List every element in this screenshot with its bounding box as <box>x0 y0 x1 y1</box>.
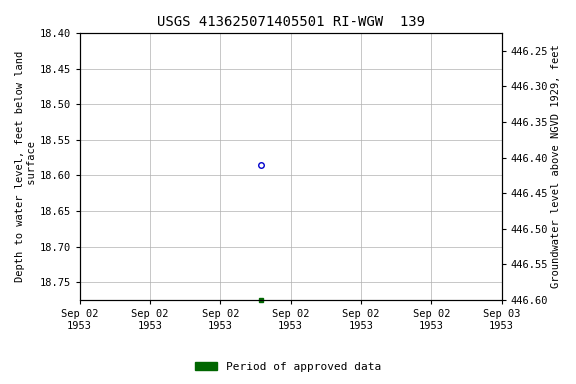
Title: USGS 413625071405501 RI-WGW  139: USGS 413625071405501 RI-WGW 139 <box>157 15 425 29</box>
Legend: Period of approved data: Period of approved data <box>191 358 385 377</box>
Y-axis label: Depth to water level, feet below land
 surface: Depth to water level, feet below land su… <box>15 51 37 282</box>
Y-axis label: Groundwater level above NGVD 1929, feet: Groundwater level above NGVD 1929, feet <box>551 45 561 288</box>
